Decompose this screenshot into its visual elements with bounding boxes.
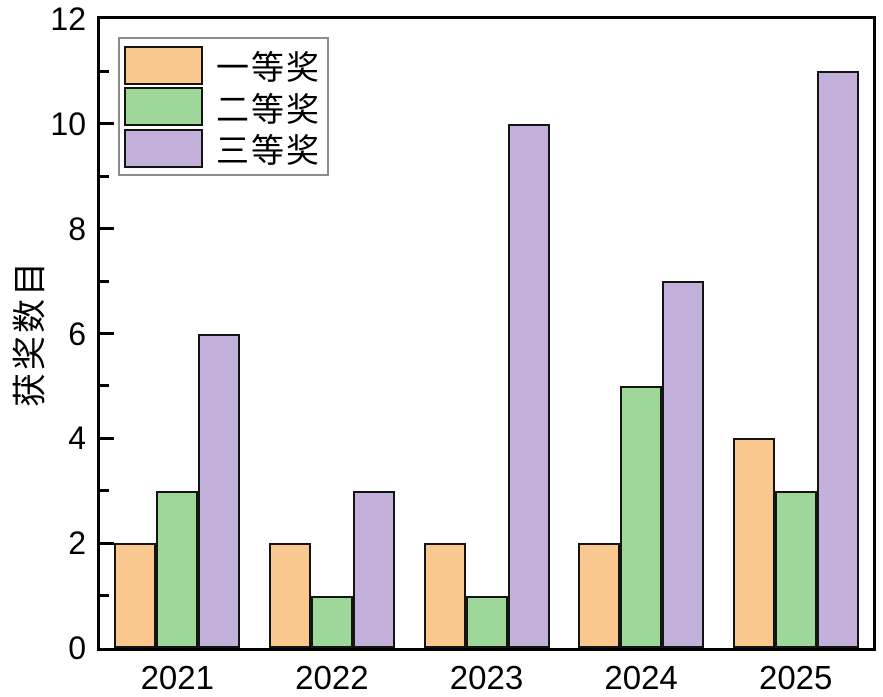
y-tick-major <box>100 332 114 335</box>
legend-swatch <box>124 128 203 168</box>
legend-swatch <box>124 45 203 85</box>
y-tick-major <box>100 541 114 545</box>
plot-inner: 一等奖 二等奖 三等奖 <box>100 19 873 648</box>
bar-series3-2024 <box>662 281 705 648</box>
x-tick-label: 2023 <box>449 659 524 696</box>
x-tick-label: 2021 <box>140 659 214 696</box>
bar-series1-2025 <box>732 438 775 648</box>
bar-series1-2024 <box>578 543 621 648</box>
y-tick-label: 2 <box>68 525 86 562</box>
legend: 一等奖 二等奖 三等奖 <box>118 37 329 176</box>
bar-series2-2022 <box>310 595 353 648</box>
x-tick-label: 2022 <box>295 659 369 696</box>
y-tick-major <box>100 122 114 126</box>
y-tick-major <box>100 227 114 231</box>
bar-series2-2024 <box>620 385 663 648</box>
bar-series2-2025 <box>774 490 817 648</box>
bar-series2-2023 <box>465 595 508 648</box>
legend-label: 三等奖 <box>216 132 321 169</box>
y-tick-minor <box>100 594 109 598</box>
y-tick-label: 10 <box>50 105 86 142</box>
legend-item: 二等奖 <box>124 87 321 128</box>
y-tick-minor <box>100 174 109 178</box>
bar-series1-2022 <box>268 543 311 648</box>
x-tick-label: 2025 <box>758 659 833 696</box>
legend-label: 二等奖 <box>216 90 321 128</box>
plot-area: 一等奖 二等奖 三等奖 <box>97 16 876 651</box>
y-tick-label: 12 <box>50 1 86 37</box>
y-tick-minor <box>100 279 109 283</box>
x-tick-label: 2024 <box>604 659 678 696</box>
y-tick-minor <box>100 384 109 388</box>
bar-series3-2025 <box>816 71 859 648</box>
bar-series3-2023 <box>507 123 550 648</box>
y-tick-label: 4 <box>68 420 86 457</box>
bar-series1-2021 <box>114 543 157 648</box>
legend-items: 一等奖 二等奖 三等奖 <box>124 45 321 169</box>
bar-series2-2021 <box>156 490 199 648</box>
bar-series3-2022 <box>352 490 395 648</box>
y-tick-label: 8 <box>68 210 86 247</box>
legend-item: 一等奖 <box>124 45 321 86</box>
legend-label: 一等奖 <box>216 49 321 86</box>
y-tick-minor <box>100 69 109 73</box>
y-tick-label: 0 <box>68 630 86 666</box>
y-tick-label: 6 <box>68 315 86 352</box>
legend-item: 三等奖 <box>124 128 321 169</box>
legend-swatch <box>124 87 203 126</box>
bar-series3-2021 <box>198 333 241 648</box>
y-tick-minor <box>100 489 109 493</box>
bar-series1-2023 <box>423 543 466 648</box>
y-tick-major <box>100 436 114 440</box>
